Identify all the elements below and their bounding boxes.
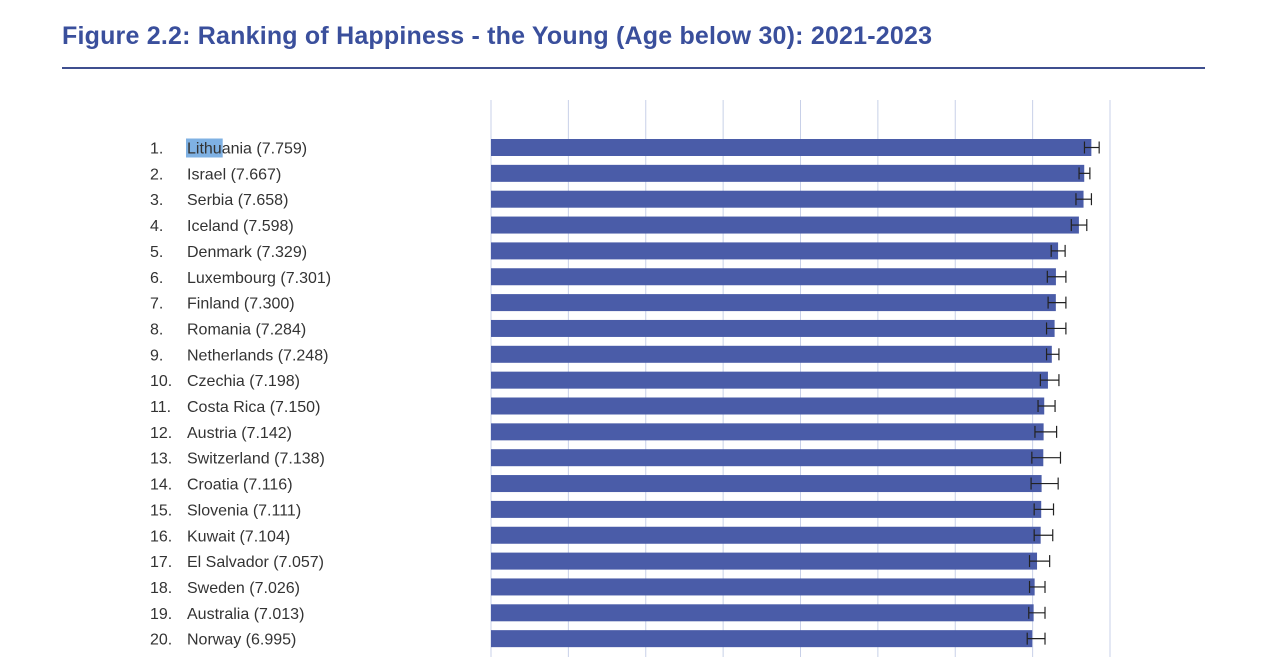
chart-row: 18. Sweden (7.026) xyxy=(150,578,1046,597)
rank-label: 7. xyxy=(150,296,163,313)
highlight-layer xyxy=(186,138,223,158)
rank-label: 11. xyxy=(150,399,171,416)
bar xyxy=(491,604,1034,622)
chart-row: 20. Norway (6.995) xyxy=(150,630,1046,649)
chart-row: 10. Czechia (7.198) xyxy=(150,371,1060,390)
bar xyxy=(491,552,1038,570)
text-selection-highlight xyxy=(186,138,223,158)
chart-row: 5. Denmark (7.329) xyxy=(150,242,1066,261)
bar xyxy=(491,449,1044,467)
rank-label: 17. xyxy=(150,554,172,571)
bar xyxy=(491,190,1084,208)
country-label: Switzerland (7.138) xyxy=(187,451,325,468)
rank-label: 10. xyxy=(150,373,172,390)
bar xyxy=(491,526,1041,544)
bar xyxy=(491,475,1042,493)
country-label: Australia (7.013) xyxy=(187,606,304,623)
rank-label: 6. xyxy=(150,270,163,287)
rank-label: 8. xyxy=(150,321,163,338)
chart-row: 1. Lithuania (7.759) xyxy=(150,139,1100,158)
bar xyxy=(491,294,1056,312)
country-label: Iceland (7.598) xyxy=(187,218,294,235)
country-label: Austria (7.142) xyxy=(187,425,292,442)
rank-label: 13. xyxy=(150,451,172,468)
rank-label: 3. xyxy=(150,192,163,209)
chart-row: 8. Romania (7.284) xyxy=(150,319,1067,338)
rank-label: 18. xyxy=(150,580,172,597)
bar xyxy=(491,371,1048,389)
chart-row: 4. Iceland (7.598) xyxy=(150,216,1088,235)
bar xyxy=(491,268,1056,286)
country-label: Lithuania (7.759) xyxy=(187,141,307,158)
country-label: Romania (7.284) xyxy=(187,321,306,338)
rank-label: 14. xyxy=(150,477,172,494)
chart-row: 2. Israel (7.667) xyxy=(150,164,1091,183)
bar xyxy=(491,242,1059,260)
country-label: Sweden (7.026) xyxy=(187,580,300,597)
rank-label: 2. xyxy=(150,166,163,183)
bar xyxy=(491,397,1045,415)
bar xyxy=(491,319,1055,337)
bar xyxy=(491,139,1092,156)
country-label: Netherlands (7.248) xyxy=(187,347,328,364)
chart-row: 3. Serbia (7.658) xyxy=(150,190,1093,209)
country-label: Czechia (7.198) xyxy=(187,373,300,390)
bar xyxy=(491,500,1042,518)
country-label: Costa Rica (7.150) xyxy=(187,399,320,416)
chart-rows: 1. Lithuania (7.759) 2. Israel (7.667) 3. Ser… xyxy=(150,139,1100,649)
chart-row: 11. Costa Rica (7.150) xyxy=(150,397,1056,416)
rank-label: 4. xyxy=(150,218,163,235)
figure-title: Figure 2.2: Ranking of Happiness - the Y… xyxy=(62,22,933,50)
chart-row: 15. Slovenia (7.111) xyxy=(150,500,1055,519)
country-label: Finland (7.300) xyxy=(187,296,295,313)
rank-label: 5. xyxy=(150,244,163,261)
chart-row: 19. Australia (7.013) xyxy=(150,604,1046,623)
rank-label: 15. xyxy=(150,502,172,519)
rank-label: 12. xyxy=(150,425,172,442)
rank-label: 1. xyxy=(150,141,163,158)
bar xyxy=(491,423,1044,441)
rank-label: 16. xyxy=(150,528,172,545)
country-label: Kuwait (7.104) xyxy=(187,528,290,545)
country-label: Croatia (7.116) xyxy=(187,477,293,494)
country-label: Slovenia (7.111) xyxy=(187,502,301,519)
chart-row: 7. Finland (7.300) xyxy=(150,294,1067,313)
bar xyxy=(491,164,1085,182)
country-label: Norway (6.995) xyxy=(187,632,296,649)
chart-row: 13. Switzerland (7.138) xyxy=(150,449,1062,468)
country-label: Israel (7.667) xyxy=(187,166,281,183)
bar xyxy=(491,578,1035,596)
bar xyxy=(491,216,1079,234)
rank-label: 9. xyxy=(150,347,163,364)
chart-row: 9. Netherlands (7.248) xyxy=(150,345,1060,364)
country-label: Luxembourg (7.301) xyxy=(187,270,331,287)
country-label: Serbia (7.658) xyxy=(187,192,288,209)
country-label: Denmark (7.329) xyxy=(187,244,307,261)
bar xyxy=(491,630,1033,648)
chart-row: 14. Croatia (7.116) xyxy=(150,475,1059,494)
chart-row: 17. El Salvador (7.057) xyxy=(150,552,1051,571)
chart-row: 6. Luxembourg (7.301) xyxy=(150,268,1067,287)
title-rule xyxy=(62,67,1205,69)
country-label: El Salvador (7.057) xyxy=(187,554,324,571)
chart-row: 16. Kuwait (7.104) xyxy=(150,526,1054,545)
rank-label: 20. xyxy=(150,632,172,649)
chart-row: 12. Austria (7.142) xyxy=(150,423,1058,442)
bar xyxy=(491,345,1052,363)
rank-label: 19. xyxy=(150,606,172,623)
